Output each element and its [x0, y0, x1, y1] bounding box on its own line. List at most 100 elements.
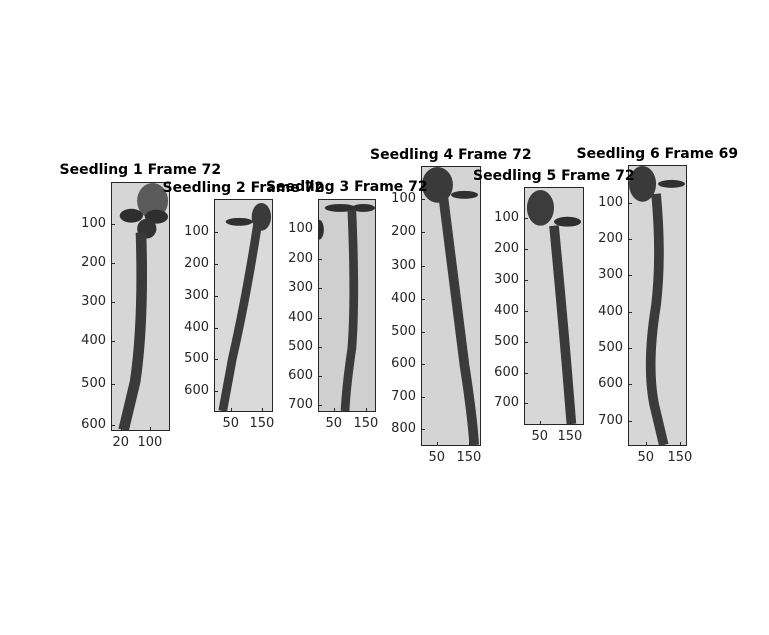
y-tick-label: 100 — [598, 195, 623, 210]
x-tick-label: 150 — [353, 416, 379, 431]
panel-title: Seedling 6 Frame 69 — [576, 146, 739, 162]
y-tick-mark — [319, 318, 322, 319]
x-tick-mark — [540, 421, 541, 424]
x-tick-label: 50 — [325, 416, 343, 431]
x-tick-label: 50 — [531, 429, 549, 444]
y-tick-label: 500 — [494, 334, 519, 349]
y-tick-label: 100 — [391, 191, 416, 206]
x-tick-label: 150 — [456, 450, 482, 465]
y-tick-mark — [422, 364, 425, 365]
y-tick-label: 600 — [391, 356, 416, 371]
y-tick-mark — [215, 391, 218, 392]
y-tick-mark — [422, 429, 425, 430]
y-tick-mark — [422, 332, 425, 333]
y-tick-label: 700 — [494, 395, 519, 410]
x-tick-label: 150 — [249, 416, 275, 431]
y-tick-label: 200 — [391, 224, 416, 239]
y-tick-mark — [112, 384, 115, 385]
y-tick-mark — [319, 288, 322, 289]
y-tick-mark — [215, 296, 218, 297]
panel-title: Seedling 2 Frame 72 — [162, 180, 325, 196]
y-tick-label: 300 — [288, 280, 313, 295]
y-tick-label: 600 — [598, 376, 623, 391]
y-tick-mark — [319, 347, 322, 348]
y-tick-mark — [422, 266, 425, 267]
x-tick-mark — [262, 408, 263, 411]
y-tick-label: 500 — [391, 324, 416, 339]
x-tick-mark — [469, 442, 470, 445]
y-tick-mark — [215, 232, 218, 233]
seedling-image — [524, 187, 584, 425]
y-tick-label: 800 — [391, 421, 416, 436]
x-tick-label: 50 — [222, 416, 240, 431]
y-tick-label: 100 — [494, 210, 519, 225]
y-tick-mark — [629, 239, 632, 240]
y-tick-label: 400 — [81, 333, 106, 348]
y-tick-mark — [525, 342, 528, 343]
y-tick-mark — [525, 249, 528, 250]
y-tick-mark — [422, 232, 425, 233]
y-tick-mark — [215, 264, 218, 265]
y-tick-label: 100 — [184, 224, 209, 239]
y-tick-label: 500 — [81, 376, 106, 391]
x-tick-label: 100 — [137, 435, 163, 450]
y-tick-label: 500 — [288, 339, 313, 354]
y-tick-mark — [112, 302, 115, 303]
y-tick-label: 600 — [184, 383, 209, 398]
y-tick-label: 600 — [288, 368, 313, 383]
y-tick-mark — [319, 405, 322, 406]
y-tick-mark — [112, 425, 115, 426]
y-tick-mark — [629, 384, 632, 385]
y-tick-mark — [422, 299, 425, 300]
y-tick-mark — [525, 280, 528, 281]
panel-title: Seedling 5 Frame 72 — [473, 168, 635, 184]
y-tick-label: 400 — [184, 320, 209, 335]
y-tick-label: 300 — [494, 272, 519, 287]
x-tick-label: 20 — [112, 435, 130, 450]
seedling-image — [628, 165, 687, 446]
x-tick-mark — [334, 408, 335, 411]
y-tick-label: 700 — [288, 397, 313, 412]
y-tick-label: 200 — [494, 241, 519, 256]
y-tick-mark — [629, 421, 632, 422]
seedling-image — [111, 182, 170, 431]
y-tick-label: 300 — [184, 288, 209, 303]
y-tick-mark — [525, 218, 528, 219]
x-tick-mark — [150, 427, 151, 430]
y-tick-label: 100 — [81, 216, 106, 231]
y-tick-mark — [319, 376, 322, 377]
seedling-image — [318, 199, 376, 412]
x-tick-mark — [680, 442, 681, 445]
seedling-image — [421, 166, 481, 446]
y-tick-label: 400 — [288, 310, 313, 325]
y-tick-mark — [422, 397, 425, 398]
x-tick-label: 150 — [667, 450, 693, 465]
x-tick-mark — [570, 421, 571, 424]
y-tick-mark — [112, 263, 115, 264]
y-tick-label: 200 — [288, 251, 313, 266]
y-tick-mark — [215, 328, 218, 329]
x-tick-label: 50 — [637, 450, 655, 465]
y-tick-label: 400 — [494, 303, 519, 318]
y-tick-mark — [215, 359, 218, 360]
y-tick-label: 200 — [184, 256, 209, 271]
y-tick-mark — [319, 259, 322, 260]
y-tick-mark — [629, 275, 632, 276]
y-tick-label: 300 — [598, 267, 623, 282]
y-tick-label: 500 — [598, 340, 623, 355]
y-tick-label: 700 — [598, 413, 623, 428]
x-tick-label: 150 — [557, 429, 583, 444]
y-tick-mark — [525, 403, 528, 404]
y-tick-label: 600 — [494, 365, 519, 380]
y-tick-mark — [629, 348, 632, 349]
x-tick-mark — [366, 408, 367, 411]
y-tick-mark — [112, 224, 115, 225]
x-tick-mark — [437, 442, 438, 445]
y-tick-label: 600 — [81, 417, 106, 432]
y-tick-label: 400 — [598, 304, 623, 319]
y-tick-label: 700 — [391, 389, 416, 404]
y-tick-label: 200 — [598, 231, 623, 246]
panel-title: Seedling 4 Frame 72 — [370, 147, 532, 163]
y-tick-mark — [422, 199, 425, 200]
seedling-image — [214, 199, 273, 412]
